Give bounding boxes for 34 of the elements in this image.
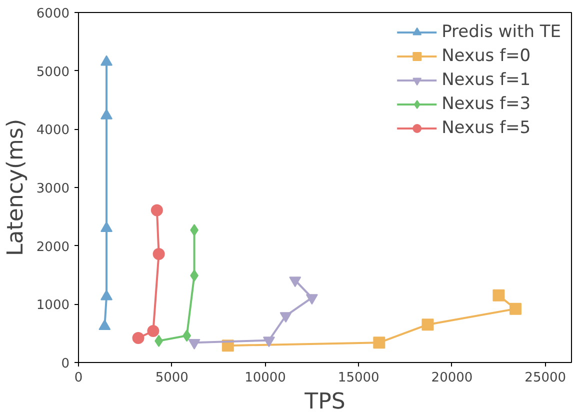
y-tick-label: 4000 <box>36 123 70 138</box>
x-axis-title: TPS <box>304 390 346 414</box>
x-tick-label: 5000 <box>155 370 188 386</box>
y-tick-label: 2000 <box>36 240 70 255</box>
legend-label: Nexus f=5 <box>442 118 531 138</box>
y-axis-title: Latency(ms) <box>3 118 28 256</box>
point <box>150 204 163 216</box>
point <box>422 318 434 331</box>
point <box>100 55 113 66</box>
x-tick-label: 0 <box>74 370 83 386</box>
x-tick-label: 15000 <box>338 370 380 386</box>
point <box>152 248 165 260</box>
point <box>188 338 200 350</box>
point <box>100 221 113 232</box>
y-tick-label: 1000 <box>36 298 70 314</box>
legend-label: Nexus f=0 <box>442 46 531 66</box>
y-tick-label: 0 <box>61 356 70 372</box>
legend-label: Predis with TE <box>442 22 561 42</box>
y-tick-label: 5000 <box>36 64 70 80</box>
point <box>280 312 292 323</box>
x-tick-label: 10000 <box>244 370 286 386</box>
x-tick-label: 25000 <box>524 370 566 386</box>
point <box>100 108 113 120</box>
point <box>509 302 522 315</box>
point <box>262 336 275 348</box>
y-tick-label: 6000 <box>36 6 70 22</box>
point <box>373 336 386 349</box>
y-tick-label: 3000 <box>36 182 70 196</box>
point <box>147 325 160 337</box>
x-tick-label: 20000 <box>431 370 473 386</box>
legend-label: Nexus f=3 <box>442 94 531 114</box>
point <box>132 332 144 344</box>
legend-label: Nexus f=1 <box>442 70 531 90</box>
point <box>492 289 505 302</box>
